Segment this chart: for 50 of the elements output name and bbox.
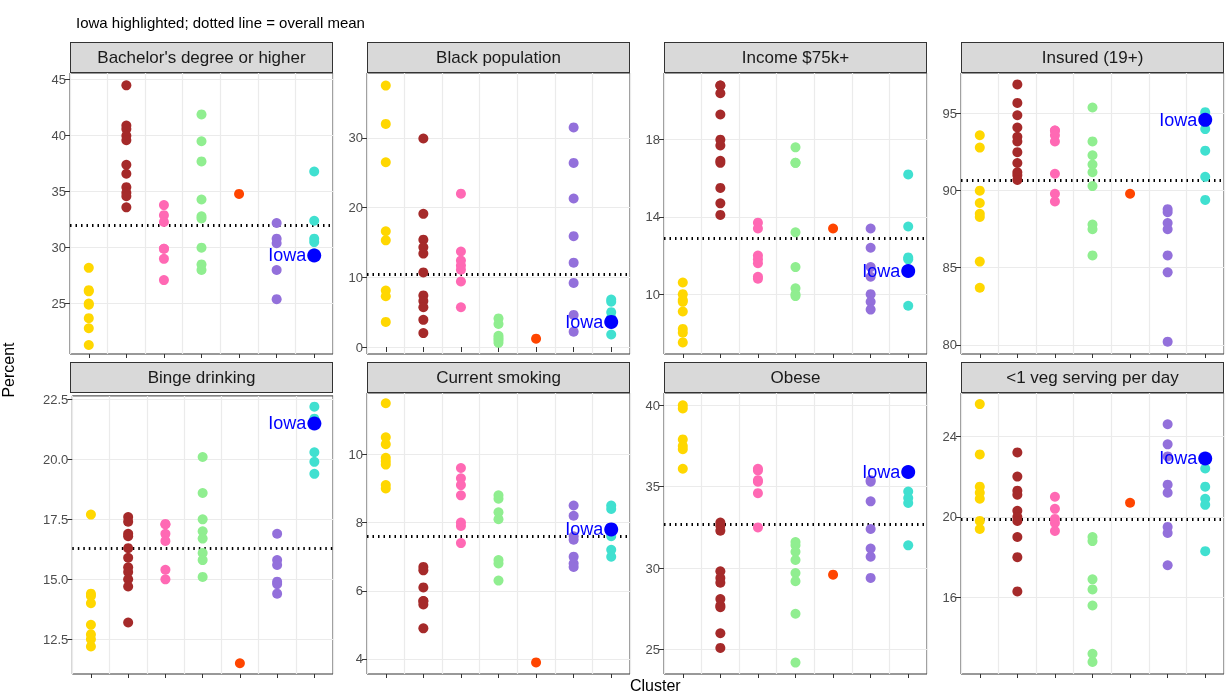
y-tick-label: 4	[355, 651, 363, 667]
chart-title: Obese	[664, 362, 927, 393]
y-tick-label: 14	[645, 209, 660, 225]
y-tick-label: 95	[942, 106, 957, 122]
y-tick-label: 15.0	[42, 571, 69, 587]
y-tick-label: 0	[355, 339, 363, 355]
y-tick-label: 35	[51, 184, 66, 200]
series-label: Iowa	[565, 519, 605, 540]
series-label: Iowa	[565, 311, 605, 332]
series-label: Iowa	[862, 462, 902, 483]
y-tick-label: 30	[51, 240, 66, 256]
y-tick-label: 16	[942, 589, 957, 605]
y-tick-label: 10	[645, 286, 660, 302]
y-axis-title: Percent	[0, 342, 18, 398]
y-tick-label: 10	[348, 446, 363, 462]
y-tick-label: 30	[645, 560, 660, 576]
y-tick-label: 30	[348, 130, 363, 146]
y-tick-label: 25	[51, 296, 66, 312]
series-label: Iowa	[1159, 448, 1199, 469]
series-label: Iowa	[268, 245, 308, 266]
y-tick-label: 45	[51, 72, 66, 88]
y-tick-label: 10	[348, 269, 363, 285]
chart-title: Current smoking	[367, 362, 630, 393]
chart-title: Insured (19+)	[961, 42, 1224, 73]
x-axis-title: Cluster	[630, 677, 681, 695]
y-tick-label: 12.5	[42, 631, 69, 647]
series-label: Iowa	[268, 413, 308, 434]
y-tick-label: 20.0	[42, 451, 69, 467]
y-tick-label: 20	[942, 509, 957, 525]
y-tick-label: 22.5	[42, 392, 69, 407]
y-tick-label: 90	[942, 183, 957, 199]
y-tick-label: 6	[355, 583, 363, 599]
y-tick-label: 25	[645, 642, 660, 658]
y-tick-label: 35	[645, 479, 660, 495]
y-tick-label: 18	[645, 132, 660, 148]
y-tick-label: 8	[355, 515, 363, 531]
chart-title: Bachelor's degree or higher	[70, 42, 333, 73]
chart-title: Binge drinking	[70, 362, 333, 393]
chart-title: Black population	[367, 42, 630, 73]
y-tick-label: 80	[942, 337, 957, 353]
y-tick-label: 40	[645, 397, 660, 413]
y-tick-label: 40	[51, 128, 66, 144]
y-tick-label: 24	[942, 428, 957, 444]
y-tick-label: 17.5	[42, 511, 69, 527]
text: Iowa highlighted; dotted line = overall mean	[76, 14, 365, 31]
series-label: Iowa	[1159, 109, 1199, 130]
chart-title: <1 veg serving per day	[961, 362, 1224, 393]
y-tick-label: 20	[348, 200, 363, 216]
chart-title: Income $75k+	[664, 42, 927, 73]
y-tick-label: 85	[942, 260, 957, 276]
